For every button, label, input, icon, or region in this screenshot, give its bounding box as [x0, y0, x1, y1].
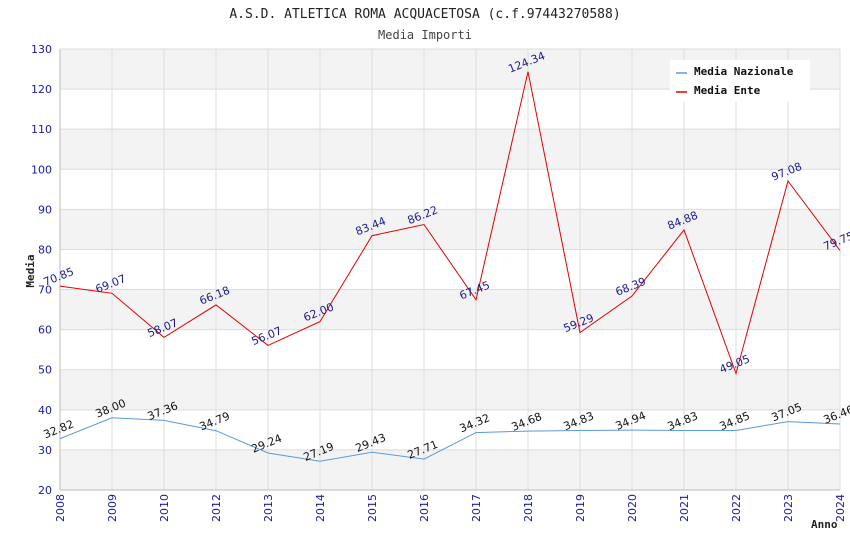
data-label-media-ente: 70.85 — [42, 265, 76, 289]
x-tick-label: 2008 — [54, 494, 67, 522]
data-label-media-nazionale: 32.82 — [42, 417, 76, 441]
data-label-media-nazionale: 34.83 — [666, 409, 700, 433]
x-tick-label: 2013 — [262, 494, 275, 522]
series-line-media-ente — [59, 71, 841, 376]
x-tick-label: 2015 — [366, 494, 379, 522]
y-tick-label: 50 — [38, 364, 52, 377]
x-tick-label: 2014 — [314, 494, 327, 522]
data-label-media-nazionale: 34.85 — [718, 409, 752, 433]
x-tick-label: 2016 — [418, 494, 431, 522]
x-tick-label: 2023 — [782, 494, 795, 522]
y-axis-title: Media — [24, 254, 37, 287]
legend-label-media-ente: Media Ente — [694, 84, 761, 97]
data-label-media-nazionale: 34.79 — [198, 410, 232, 434]
x-tick-label: 2012 — [210, 494, 223, 522]
y-tick-label: 130 — [31, 43, 52, 56]
y-axis-ticks: 20 30 40 50 60 70 80 90 100 110 120 130 — [31, 43, 52, 497]
y-tick-label: 120 — [31, 83, 52, 96]
x-tick-label: 2010 — [158, 494, 171, 522]
chart-title: A.S.D. ATLETICA ROMA ACQUACETOSA (c.f.97… — [229, 7, 620, 22]
legend: Media Nazionale Media Ente — [670, 60, 810, 102]
x-tick-label: 2021 — [678, 494, 691, 522]
grid-band — [60, 209, 840, 250]
x-tick-label: 2017 — [470, 494, 483, 522]
x-tick-label: 2009 — [106, 494, 119, 522]
x-tick-label: 2022 — [730, 494, 743, 522]
y-tick-label: 30 — [38, 444, 52, 457]
y-tick-label: 110 — [31, 123, 52, 136]
x-tick-label: 2018 — [522, 494, 535, 522]
data-label-media-nazionale: 34.32 — [458, 411, 492, 435]
y-tick-label: 70 — [38, 284, 52, 297]
data-label-media-nazionale: 34.68 — [510, 410, 544, 434]
x-axis-ticks: 2008 2009 2010 2012 2013 2014 2015 2016 2017 2018… — [54, 494, 847, 522]
y-tick-label: 20 — [38, 484, 52, 497]
grid-band — [60, 289, 840, 330]
legend-box — [670, 60, 810, 102]
grid-band — [60, 449, 840, 490]
grid-band — [60, 369, 840, 410]
x-axis-title: Anno — [811, 518, 838, 531]
series-line-media-nazionale — [59, 417, 841, 462]
series-lines — [59, 71, 841, 462]
y-tick-label: 100 — [31, 163, 52, 176]
chart-subtitle: Media Importi — [378, 28, 472, 42]
axes — [59, 49, 840, 491]
x-tick-label: 2024 — [834, 494, 847, 522]
y-tick-label: 40 — [38, 404, 52, 417]
grid-band — [60, 129, 840, 170]
y-tick-label: 60 — [38, 324, 52, 337]
data-label-media-nazionale: 34.94 — [614, 409, 648, 433]
x-tick-label: 2019 — [574, 494, 587, 522]
x-tick-label: 2020 — [626, 494, 639, 522]
data-label-media-nazionale: 34.83 — [562, 409, 596, 433]
legend-label-media-nazionale: Media Nazionale — [694, 65, 794, 78]
y-tick-label: 80 — [38, 243, 52, 256]
y-tick-label: 90 — [38, 203, 52, 216]
